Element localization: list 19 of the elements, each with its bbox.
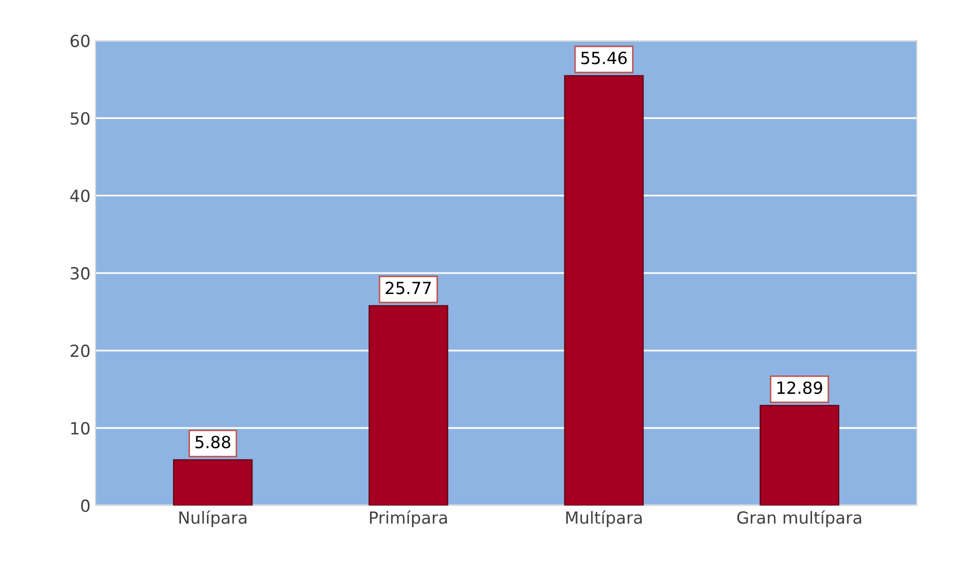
x-tick-label: Multípara [566,510,642,528]
y-tick-label: 40 [70,190,90,202]
bar [173,459,253,506]
bar [368,305,448,506]
data-label: 5.88 [196,436,230,448]
y-tick-label: 20 [70,344,90,358]
data-label: 25.77 [386,282,431,294]
x-tick-label: Primípara [370,510,447,528]
y-tick-label: 10 [71,422,90,435]
y-tick-label: 30 [70,267,90,280]
x-tick-label: Nulípara [179,510,246,528]
y-tick-label: 0 [81,499,90,512]
x-tick-label: Gran multípara [737,510,862,528]
bar [760,404,840,506]
data-label: 55.46 [581,52,627,64]
y-tick-label: 60 [70,34,90,48]
data-label: 12.89 [777,381,822,394]
y-tick-label: 50 [70,112,90,125]
bar [564,75,644,506]
